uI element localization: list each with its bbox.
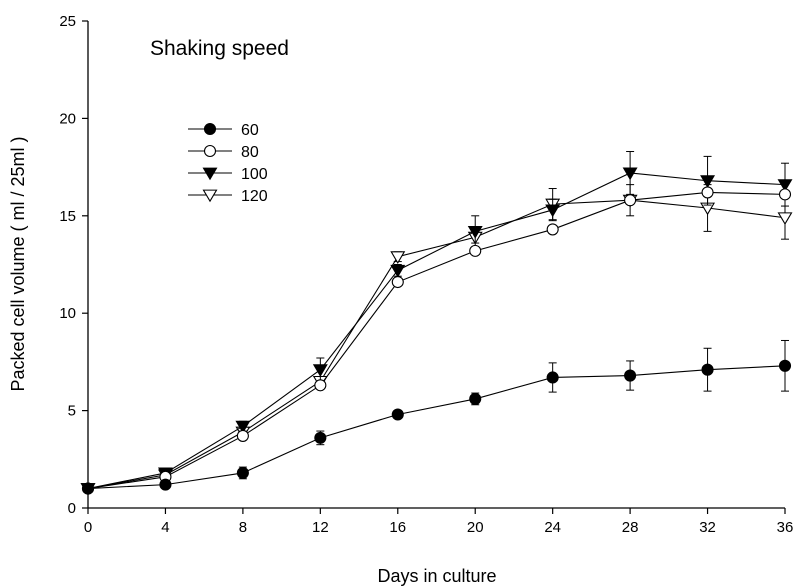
legend-label: 80 xyxy=(241,144,259,161)
data-point-80 xyxy=(624,194,637,207)
x-tick-label: 0 xyxy=(84,519,92,536)
data-point-100 xyxy=(545,204,561,218)
plot-area xyxy=(80,151,793,496)
data-point-80 xyxy=(701,186,714,199)
data-point-60 xyxy=(546,371,559,384)
y-axis-label: Packed cell volume ( ml / 25ml ) xyxy=(8,136,28,391)
legend-marker xyxy=(202,189,218,203)
y-tick-label: 20 xyxy=(59,110,76,127)
data-point-120 xyxy=(777,212,793,226)
y-tick-label: 10 xyxy=(59,305,76,322)
series-line-60 xyxy=(87,365,786,490)
chart-title: Shaking speed xyxy=(150,37,289,60)
data-point-60 xyxy=(81,482,95,495)
legend-item-100: 100 xyxy=(188,166,268,183)
axes: 0 4 8 12 16 20 24 28 32 36 0 5 10 15 20 25 xyxy=(59,13,793,536)
x-tick-label: 24 xyxy=(544,519,561,536)
series-60 xyxy=(81,339,792,495)
y-tick-label: 25 xyxy=(59,13,76,30)
data-point-60 xyxy=(391,408,404,421)
data-point-60 xyxy=(236,466,249,479)
x-axis-label: Days in culture xyxy=(377,566,496,586)
legend-marker xyxy=(202,167,218,181)
data-point-80 xyxy=(546,223,559,236)
legend-label: 100 xyxy=(241,166,268,183)
x-tick-label: 36 xyxy=(777,519,794,536)
data-point-60 xyxy=(624,369,637,382)
y-tick-label: 15 xyxy=(59,208,76,225)
data-point-60 xyxy=(159,478,172,491)
data-point-120 xyxy=(390,251,406,264)
data-point-100 xyxy=(235,420,251,434)
series-line-80 xyxy=(87,191,786,490)
data-point-100 xyxy=(390,264,406,278)
data-point-100 xyxy=(467,225,483,239)
x-tick-label: 32 xyxy=(699,519,716,536)
data-point-100 xyxy=(700,175,716,188)
x-tick-label: 8 xyxy=(239,519,247,536)
data-point-100 xyxy=(777,179,793,192)
x-tick-label: 20 xyxy=(467,519,484,536)
data-point-100 xyxy=(312,364,328,377)
data-point-80 xyxy=(314,379,327,392)
data-point-100 xyxy=(622,167,638,181)
x-tick-label: 12 xyxy=(312,519,329,536)
data-point-60 xyxy=(778,359,792,372)
legend-marker xyxy=(203,144,217,158)
data-point-80 xyxy=(778,188,792,201)
data-point-60 xyxy=(314,431,327,444)
series-line-120 xyxy=(87,199,786,490)
legend-label: 60 xyxy=(241,122,259,139)
data-point-80 xyxy=(391,275,404,289)
data-point-80 xyxy=(236,429,249,442)
x-tick-label: 4 xyxy=(161,519,169,536)
legend-label: 120 xyxy=(241,188,268,205)
legend-item-60: 60 xyxy=(188,122,259,139)
data-point-60 xyxy=(469,392,482,405)
x-tick-label: 28 xyxy=(622,519,639,536)
legend-item-80: 80 xyxy=(188,144,259,161)
x-tick-label: 16 xyxy=(389,519,406,536)
series-80 xyxy=(81,186,792,495)
data-point-80 xyxy=(469,244,482,257)
series-120 xyxy=(80,184,793,496)
legend: 60 80 100 120 xyxy=(188,122,268,205)
legend-item-120: 120 xyxy=(188,188,268,205)
data-point-60 xyxy=(701,363,714,376)
legend-marker xyxy=(203,122,217,136)
y-tick-label: 5 xyxy=(68,403,76,420)
series-line-100 xyxy=(87,172,786,490)
series-100 xyxy=(80,151,793,496)
y-tick-label: 0 xyxy=(68,500,76,517)
